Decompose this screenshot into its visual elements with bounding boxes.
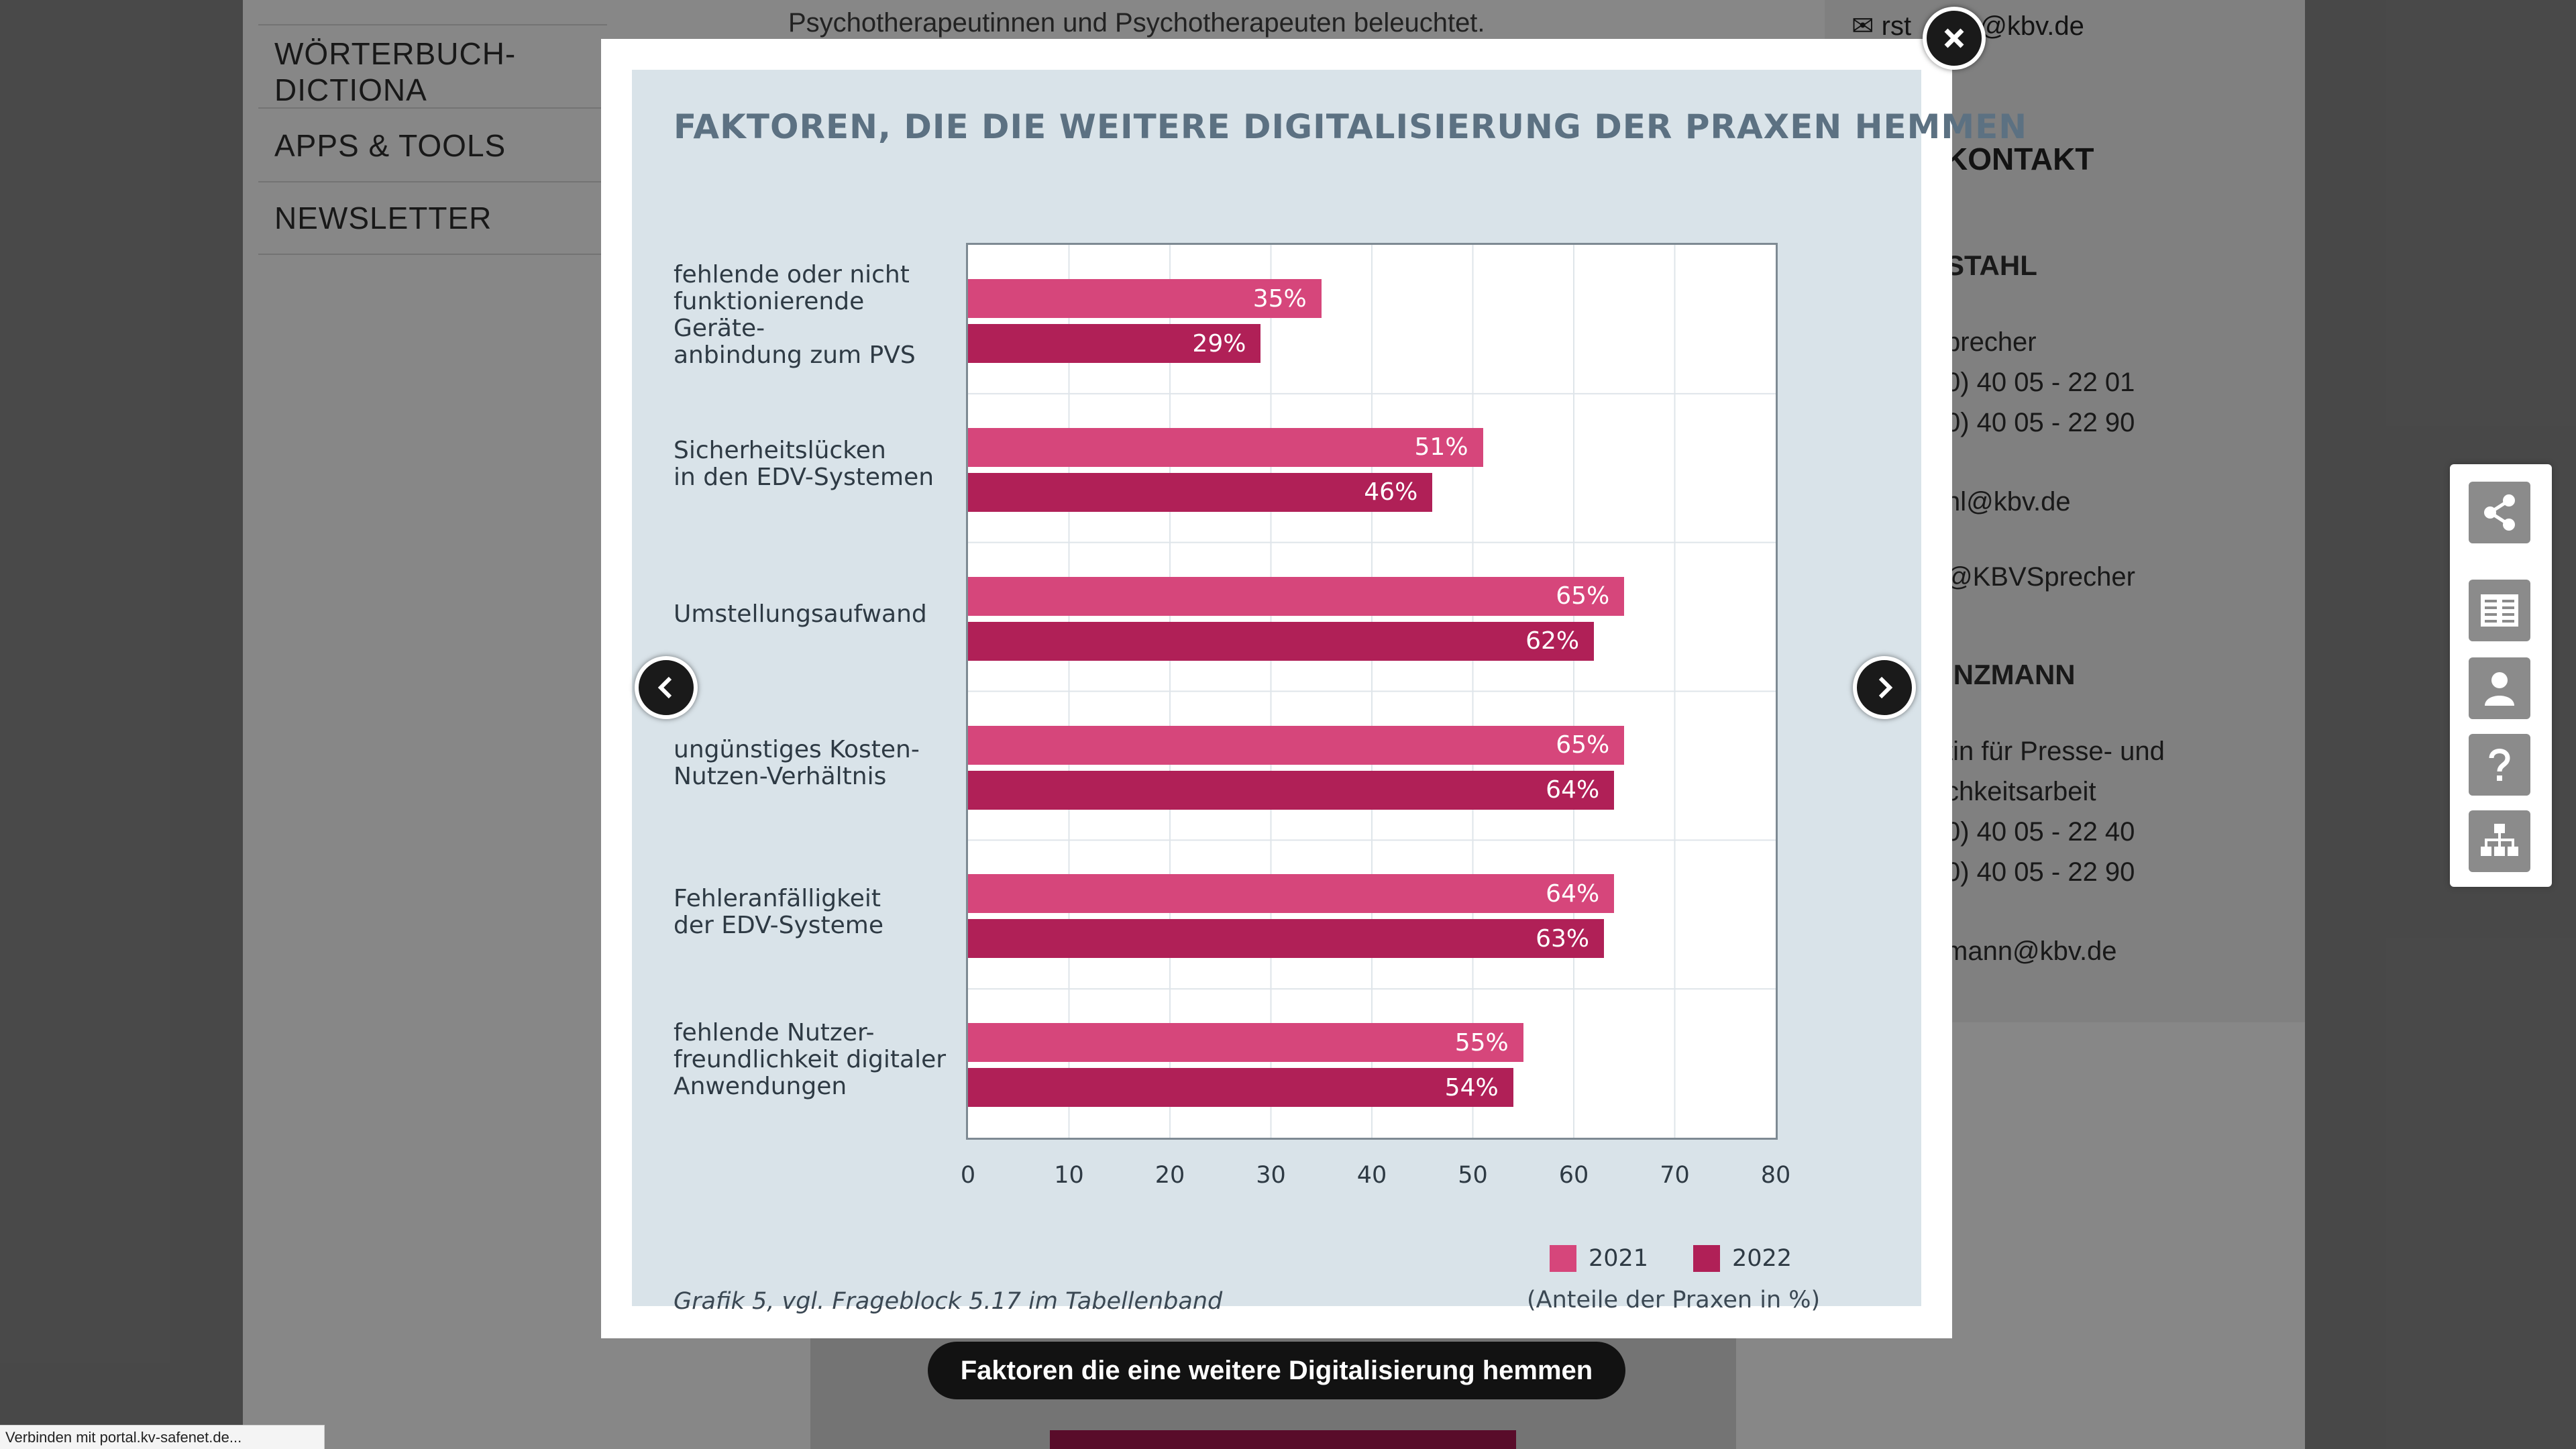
bar-2022: 64% xyxy=(968,770,1615,810)
contact-person1-fax: 0) 40 05 - 22 90 xyxy=(1945,408,2135,437)
legend-swatch-2021 xyxy=(1550,1245,1576,1272)
bar-2022: 54% xyxy=(968,1068,1513,1108)
contact-person-button[interactable] xyxy=(2469,657,2530,719)
question-icon xyxy=(2489,749,2510,781)
previous-image-button[interactable] xyxy=(635,656,698,719)
share-icon xyxy=(2484,494,2515,531)
close-button[interactable] xyxy=(1923,7,1986,70)
lightbox-modal: FAKTOREN, DIE DIE WEITERE DIGITALISIERUN… xyxy=(601,39,2027,1338)
x-tick-label: 20 xyxy=(1155,1162,1185,1189)
background-chart-bar xyxy=(1050,1430,1516,1449)
legend-label-2021: 2021 xyxy=(1589,1245,1649,1272)
lightbox-caption: Faktoren die eine weitere Digitalisierun… xyxy=(928,1342,1625,1399)
bar-2022: 63% xyxy=(968,919,1605,959)
browser-status-bar: Verbinden mit portal.kv-safenet.de... xyxy=(0,1425,325,1449)
nav-item-dictionary[interactable]: WÖRTERBUCH-DICTIONA xyxy=(258,36,607,109)
category-label: ungünstiges Kosten- Nutzen-Verhältnis xyxy=(674,736,920,790)
nav-item-videos[interactable]: VIDEOS xyxy=(258,0,607,25)
x-tick-label: 0 xyxy=(960,1162,976,1189)
category-label: Fehleranfälligkeit der EDV-Systeme xyxy=(674,885,883,939)
chart-plot-area: 35% 29% 51% 46% 65% 62% 65% 64% 64% 63% 55% 54% xyxy=(966,243,1778,1140)
reader-button[interactable] xyxy=(2469,580,2530,641)
share-button[interactable] xyxy=(2469,482,2530,543)
contact-person2-name: INZMANN xyxy=(1945,659,2076,690)
x-tick-label: 70 xyxy=(1660,1162,1690,1189)
contact-person1-email[interactable]: nl@kbv.de xyxy=(1945,487,2071,517)
x-tick-label: 10 xyxy=(1054,1162,1084,1189)
sitemap-icon xyxy=(2481,824,2518,856)
legend-2022: 2022 xyxy=(1693,1245,1792,1272)
mail-icon: ✉ xyxy=(1851,11,1882,41)
bar-2021: 64% xyxy=(968,874,1615,914)
nav-item-newsletter[interactable]: NEWSLETTER xyxy=(258,182,607,255)
contact-person1-twitter[interactable]: @KBVSprecher xyxy=(1945,562,2135,592)
nav-item-apps-tools[interactable]: APPS & TOOLS xyxy=(258,110,607,182)
bar-value-label: 54% xyxy=(1444,1073,1499,1102)
bar-value-label: 63% xyxy=(1536,924,1590,953)
x-tick-label: 60 xyxy=(1558,1162,1589,1189)
side-toolbar xyxy=(2450,464,2552,887)
contact-person2-email[interactable]: mann@kbv.de xyxy=(1945,936,2117,966)
contact-person2-phone: 0) 40 05 - 22 40 xyxy=(1945,817,2135,847)
x-tick-label: 30 xyxy=(1256,1162,1286,1189)
sitemap-button[interactable] xyxy=(2469,810,2530,872)
x-tick-label: 40 xyxy=(1356,1162,1387,1189)
bar-value-label: 65% xyxy=(1556,582,1610,610)
legend-swatch-2022 xyxy=(1693,1245,1720,1272)
contact-person2-role-line1: tin für Presse- und xyxy=(1945,737,2165,766)
bar-value-label: 29% xyxy=(1192,329,1246,358)
bar-2021: 35% xyxy=(968,279,1322,318)
bar-2022: 62% xyxy=(968,621,1595,661)
contact-person1-name: STAHL xyxy=(1945,250,2037,281)
bar-value-label: 46% xyxy=(1364,478,1418,506)
contact-person2-role-line2: chkeitsarbeit xyxy=(1945,777,2096,806)
close-icon xyxy=(1944,28,1964,48)
category-label: Sicherheitslücken in den EDV-Systemen xyxy=(674,437,934,491)
figure-unit-note: (Anteile der Praxen in %) xyxy=(1527,1287,1821,1313)
category-label: fehlende Nutzer- freundlichkeit digitale… xyxy=(674,1019,947,1100)
chevron-left-icon xyxy=(657,676,672,699)
chart-title: FAKTOREN, DIE DIE WEITERE DIGITALISIERUN… xyxy=(674,107,2028,146)
chevron-right-icon xyxy=(1878,676,1893,699)
bar-value-label: 35% xyxy=(1252,284,1307,313)
bar-value-label: 62% xyxy=(1525,627,1580,655)
bar-2021: 65% xyxy=(968,576,1625,616)
category-label: Umstellungsaufwand xyxy=(674,600,927,628)
bar-2021: 65% xyxy=(968,725,1625,765)
contact-heading: KONTAKT xyxy=(1945,142,2094,176)
chart-figure: FAKTOREN, DIE DIE WEITERE DIGITALISIERUN… xyxy=(632,70,2027,1315)
help-button[interactable] xyxy=(2469,734,2530,796)
bar-value-label: 64% xyxy=(1546,776,1600,804)
bar-2021: 55% xyxy=(968,1023,1523,1063)
bar-value-label: 64% xyxy=(1546,879,1600,908)
chart-grid xyxy=(968,245,1776,1138)
legend-2021: 2021 xyxy=(1550,1245,1648,1272)
x-tick-label: 80 xyxy=(1760,1162,1791,1189)
legend-label-2022: 2022 xyxy=(1732,1245,1792,1272)
category-label: fehlende oder nicht funktionierende Gerä… xyxy=(674,261,916,369)
contact-person1-phone: 0) 40 05 - 22 01 xyxy=(1945,368,2135,397)
bar-value-label: 51% xyxy=(1414,433,1468,462)
intro-text: Psychotherapeutinnen und Psychotherapeut… xyxy=(788,8,1485,38)
bar-2022: 29% xyxy=(968,324,1261,363)
person-icon xyxy=(2485,672,2514,706)
bar-2021: 51% xyxy=(968,427,1483,467)
bar-value-label: 65% xyxy=(1556,731,1610,759)
document-icon xyxy=(2481,594,2518,627)
x-tick-label: 50 xyxy=(1458,1162,1488,1189)
bar-value-label: 55% xyxy=(1454,1028,1509,1057)
contact-person1-role: precher xyxy=(1945,327,2037,357)
contact-person2-fax: 0) 40 05 - 22 90 xyxy=(1945,857,2135,887)
figure-source-caption: Grafik 5, vgl. Frageblock 5.17 im Tabell… xyxy=(674,1288,1223,1315)
bar-2022: 46% xyxy=(968,472,1433,512)
next-image-button[interactable] xyxy=(1853,656,1916,719)
